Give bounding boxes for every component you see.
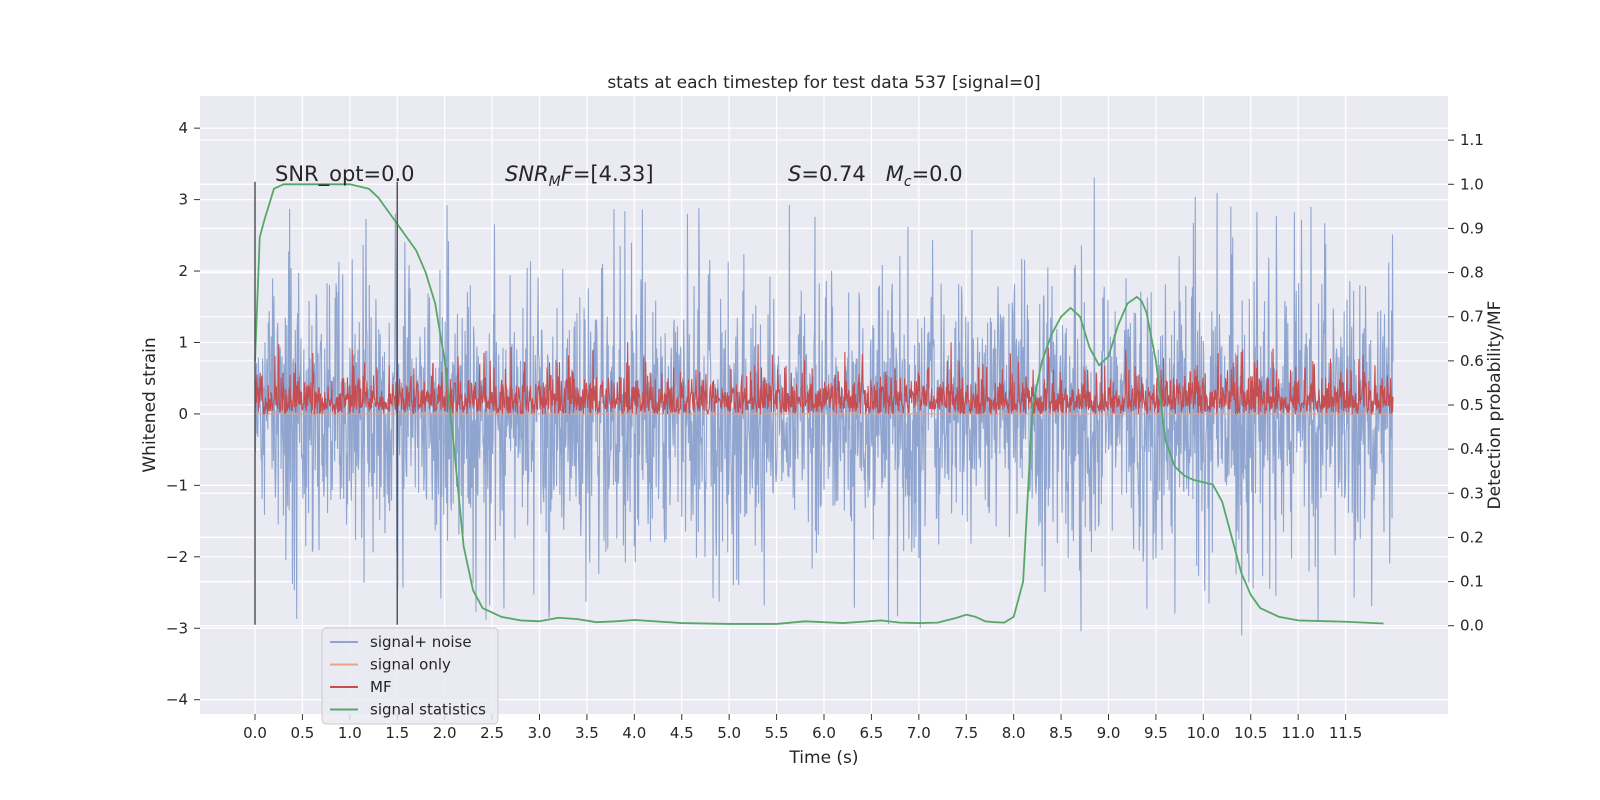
legend-label: signal only — [370, 656, 451, 674]
x-tick-label: 2.0 — [433, 724, 457, 742]
x-tick-label: 8.5 — [1049, 724, 1073, 742]
statistics-line — [254, 183, 1384, 625]
x-tick-label: 5.0 — [717, 724, 741, 742]
x-tick-label: 11.5 — [1329, 724, 1362, 742]
annotation-part: =0.74 — [801, 162, 885, 186]
x-tick-label: 4.0 — [622, 724, 646, 742]
x-tick-label: 2.5 — [480, 724, 504, 742]
y-right-tick-label: 0.4 — [1460, 440, 1484, 458]
x-tick-label: 3.0 — [528, 724, 552, 742]
annotation-snr-mf: SNRMF=[4.33] — [505, 162, 654, 190]
annotation-part: SNR — [505, 162, 549, 186]
x-tick-label: 5.5 — [765, 724, 789, 742]
annotation-part: =[4.33] — [573, 162, 654, 186]
y-tick-label: −2 — [166, 548, 188, 566]
y-tick-label: 4 — [178, 119, 188, 137]
x-tick-label: 11.0 — [1281, 724, 1314, 742]
y-right-tick-label: 0.1 — [1460, 573, 1484, 591]
y-right-tick-label: 0.5 — [1460, 396, 1484, 414]
legend-label: signal+ noise — [370, 633, 472, 651]
annotations: SNR_opt=0.0 SNRMF=[4.33] S=0.74 Mc=0.0 — [275, 162, 963, 190]
annotation-part: S — [788, 162, 801, 186]
y-right-tick-label: 0.2 — [1460, 528, 1484, 546]
y-right-axis-ticks: 0.0 0.1 0.2 0.3 0.4 0.5 0.6 0.7 0.8 0.9 1.0 1.1 — [1448, 131, 1484, 635]
annotation-part: c — [904, 174, 912, 190]
y-tick-label: 2 — [178, 262, 188, 280]
y-right-tick-label: 0.9 — [1460, 219, 1484, 237]
annotation-part: F — [561, 162, 574, 186]
noise-line — [254, 177, 1394, 636]
x-tick-label: 1.5 — [385, 724, 409, 742]
x-tick-label: 10.5 — [1234, 724, 1267, 742]
mf-line — [254, 341, 1394, 415]
x-tick-label: 4.5 — [670, 724, 694, 742]
y-axis-label: Whitened strain — [140, 337, 160, 472]
legend-label: MF — [370, 678, 392, 696]
y-right-tick-label: 0.3 — [1460, 484, 1484, 502]
x-tick-label: 0.5 — [290, 724, 314, 742]
annotation-part: =0.0 — [912, 162, 963, 186]
y-tick-label: 1 — [178, 333, 188, 351]
y-right-tick-label: 1.0 — [1460, 175, 1484, 193]
chart-title: stats at each timestep for test data 537… — [607, 73, 1040, 93]
y-tick-label: −3 — [166, 619, 188, 637]
y-right-tick-label: 0.7 — [1460, 308, 1484, 326]
vertical-markers — [254, 181, 399, 625]
y-right-tick-label: 0.6 — [1460, 352, 1484, 370]
x-tick-label: 9.5 — [1144, 724, 1168, 742]
annotation-part: M — [886, 162, 904, 186]
legend-box — [321, 627, 499, 725]
annotation-snr-opt: SNR_opt=0.0 — [275, 162, 415, 187]
y-tick-label: 0 — [178, 405, 188, 423]
x-tick-label: 1.0 — [338, 724, 362, 742]
x-tick-label: 6.0 — [812, 724, 836, 742]
y-tick-label: −1 — [166, 476, 188, 494]
annotation-part: M — [549, 174, 561, 190]
y-tick-label: −4 — [166, 691, 188, 709]
y-right-axis-label: Detection probability/MF — [1485, 301, 1505, 510]
x-axis-ticks: 0.0 0.5 1.0 1.5 2.0 2.5 3.0 3.5 4.0 4.5 5.0 5.5 6.0 6… — [243, 714, 1362, 742]
x-tick-label: 9.0 — [1097, 724, 1121, 742]
annotation-s-mc: S=0.74 Mc=0.0 — [788, 162, 963, 190]
x-tick-label: 6.5 — [859, 724, 883, 742]
y-right-tick-label: 0.8 — [1460, 264, 1484, 282]
legend: signal+ noise signal only MF signal statist… — [321, 627, 499, 725]
y-axis-ticks: −4 −3 −2 −1 0 1 2 3 4 — [166, 119, 200, 709]
y-right-tick-label: 1.1 — [1460, 131, 1484, 149]
x-tick-label: 7.5 — [954, 724, 978, 742]
legend-label: signal statistics — [370, 701, 486, 719]
annotation-part: SNR_opt=0.0 — [275, 162, 415, 187]
y-tick-label: 3 — [178, 191, 188, 209]
x-tick-label: 3.5 — [575, 724, 599, 742]
x-axis-label: Time (s) — [788, 748, 858, 768]
series-layer — [254, 177, 1394, 636]
x-tick-label: 7.0 — [907, 724, 931, 742]
x-tick-label: 8.0 — [1002, 724, 1026, 742]
x-tick-label: 10.0 — [1187, 724, 1220, 742]
x-tick-label: 0.0 — [243, 724, 267, 742]
y-right-tick-label: 0.0 — [1460, 617, 1484, 635]
